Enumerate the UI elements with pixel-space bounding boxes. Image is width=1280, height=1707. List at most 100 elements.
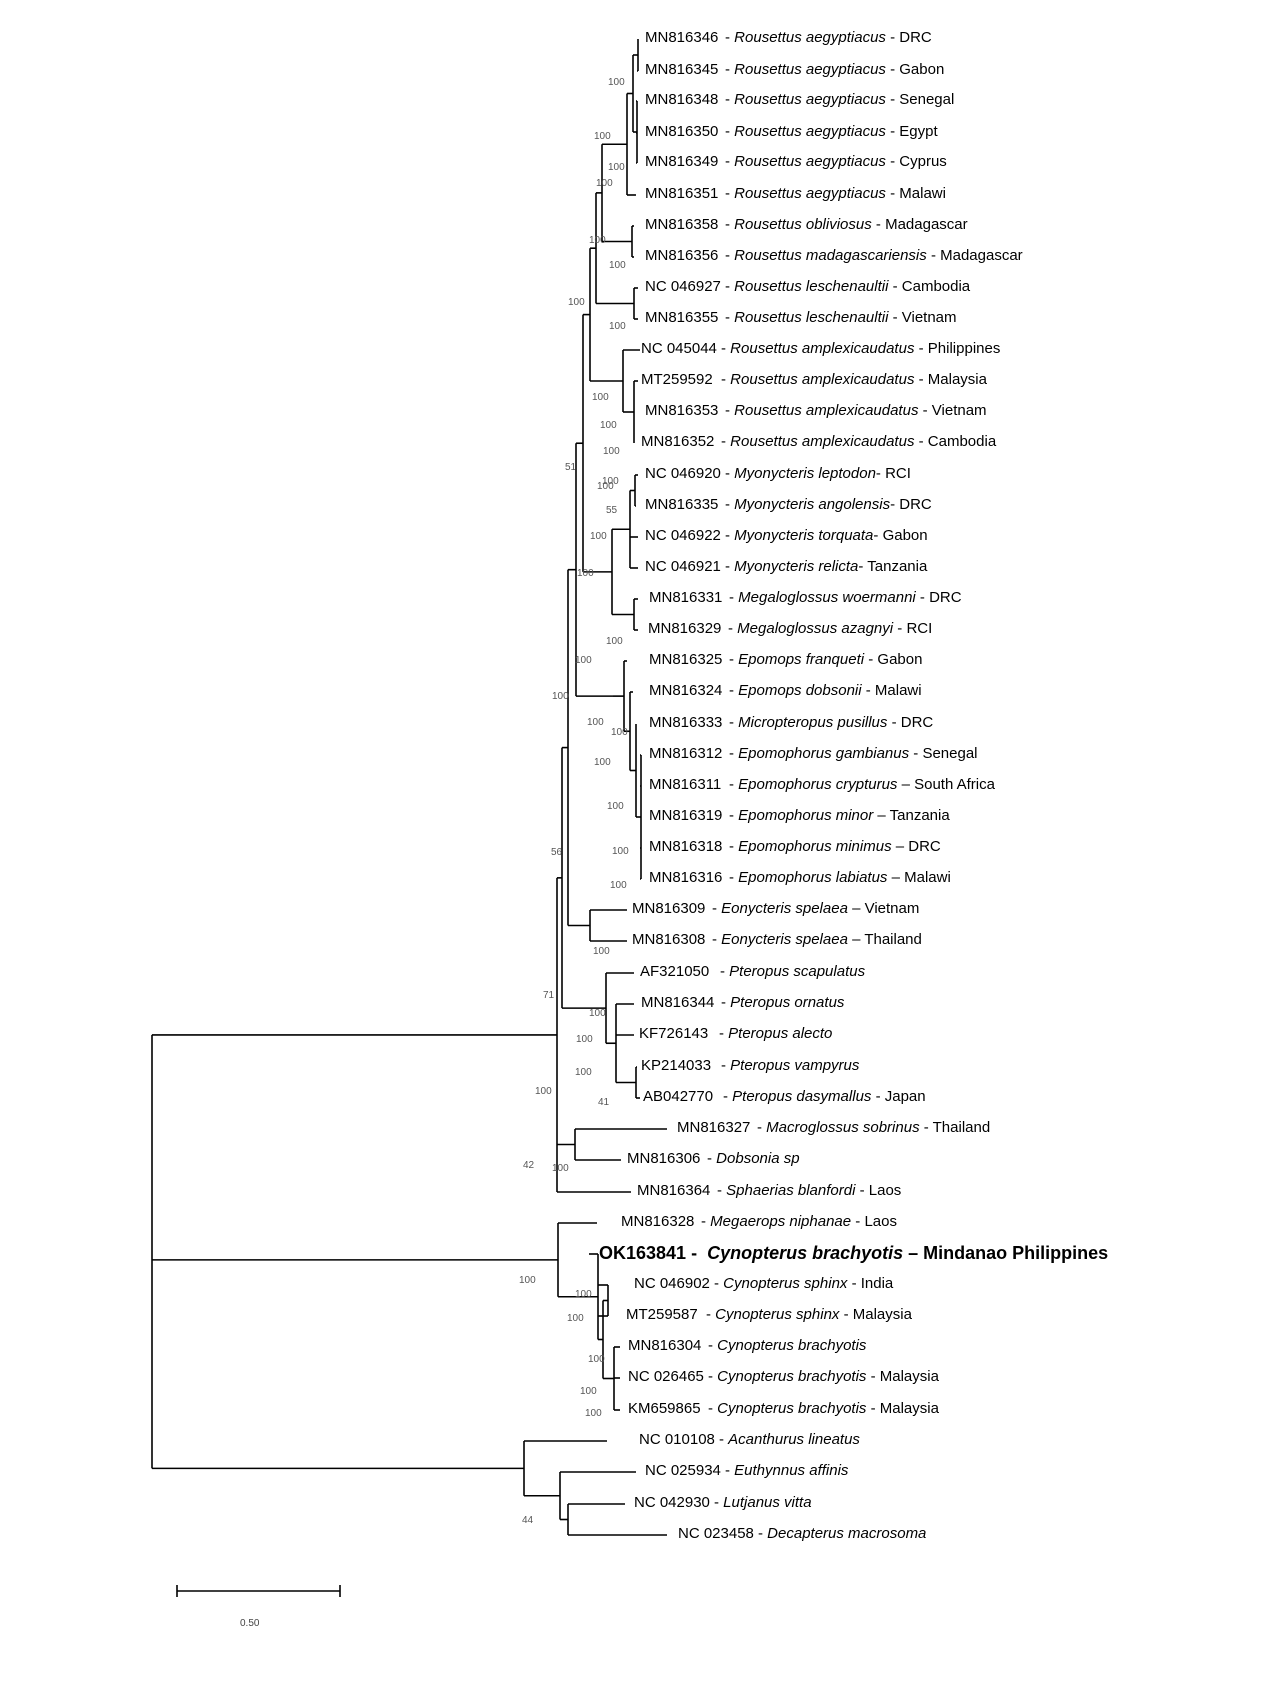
species-name: Cynopterus sphinx — [715, 1306, 840, 1323]
accession-number: MN816355 — [645, 309, 719, 326]
locality: – Vietnam — [847, 900, 920, 917]
taxon-label: MN816324- Epomops dobsonii - Malawi — [649, 682, 922, 700]
locality: - Malaysia — [866, 1400, 939, 1417]
species-name: Decapterus macrosoma — [767, 1525, 927, 1542]
taxon-label: NC 042930- Lutjanus vitta — [634, 1494, 812, 1512]
scale-bar-label: 0.50 — [240, 1618, 260, 1629]
bootstrap-value: 55 — [606, 505, 618, 516]
separator: - — [707, 1150, 717, 1167]
taxon-label: MN816358- Rousettus obliviosus - Madagas… — [645, 216, 968, 234]
taxon-label: MN816319- Epomophorus minor – Tanzania — [649, 807, 950, 825]
separator: - — [757, 1119, 767, 1136]
separator: - — [729, 682, 739, 699]
species-name: Rousettus aegyptiacus — [734, 29, 886, 46]
separator: - — [729, 745, 739, 762]
separator: - — [725, 1462, 735, 1479]
bootstrap-value: 100 — [607, 801, 624, 812]
separator: - — [725, 465, 735, 482]
locality: - Gabon — [885, 61, 945, 78]
separator: - — [725, 29, 735, 46]
separator: - — [721, 1057, 731, 1074]
species-name: Micropteropus pusillus — [738, 714, 888, 731]
species-name: Acanthurus lineatus — [728, 1431, 860, 1448]
separator: - — [729, 807, 739, 824]
locality: - Malaysia — [866, 1368, 939, 1385]
accession-number: KM659865 — [628, 1400, 701, 1417]
taxon-label: MN816352- Rousettus amplexicaudatus - Ca… — [641, 433, 996, 451]
accession-number: MN816356 — [645, 247, 719, 264]
bootstrap-value: 100 — [606, 636, 623, 647]
bootstrap-value: 100 — [519, 1275, 536, 1286]
highlighted-taxon-label: OK163841 - Cynopterus brachyotis – Minda… — [599, 1242, 1108, 1264]
locality: - Malawi — [861, 682, 922, 699]
taxon-label: NC 046920- Myonycteris leptodon- RCI — [645, 465, 911, 483]
bootstrap-value: 100 — [609, 321, 626, 332]
species-name: Pteropus scapulatus — [729, 963, 866, 980]
accession-number: MN816352 — [641, 433, 715, 450]
accession-number: MN816333 — [649, 714, 723, 731]
bootstrap-value: 100 — [552, 691, 569, 702]
species-name: Euthynnus affinis — [734, 1462, 849, 1479]
accession-number: NC 046927 — [645, 278, 721, 295]
species-name: Rousettus amplexicaudatus — [730, 433, 915, 450]
species-name: Pteropus alecto — [728, 1025, 833, 1042]
taxon-label: MN816333- Micropteropus pusillus - DRC — [649, 714, 933, 732]
accession-number: OK163841 - — [599, 1243, 698, 1263]
accession-number: MT259592 — [641, 371, 713, 388]
bootstrap-value: 100 — [596, 178, 613, 189]
locality: - Gabon — [873, 527, 928, 544]
species-name: Rousettus aegyptiacus — [734, 91, 886, 108]
accession-number: MN816311 — [649, 776, 722, 793]
taxon-label: MN816328- Megaerops niphanae - Laos — [621, 1213, 897, 1231]
separator: - — [725, 558, 735, 575]
separator: - — [729, 714, 739, 731]
separator: - — [706, 1306, 716, 1323]
accession-number: NC 010108 — [639, 1431, 715, 1448]
species-name: Cynopterus sphinx — [723, 1275, 848, 1292]
bootstrap-value: 100 — [600, 420, 617, 431]
accession-number: NC 025934 — [645, 1462, 721, 1479]
locality: - Tanzania — [858, 558, 928, 575]
accession-number: MN816319 — [649, 807, 723, 824]
separator: - — [708, 1400, 718, 1417]
species-name: Rousettus aegyptiacus — [734, 123, 886, 140]
separator: - — [725, 496, 735, 513]
bootstrap-value: 100 — [575, 655, 592, 666]
accession-number: MN816329 — [648, 620, 722, 637]
taxon-label: MN816364- Sphaerias blanfordi - Laos — [637, 1182, 901, 1200]
locality: - Cambodia — [914, 433, 997, 450]
species-name: Epomops franqueti — [738, 651, 865, 668]
locality: - Malaysia — [914, 371, 987, 388]
taxon-label: NC 010108- Acanthurus lineatus — [639, 1431, 860, 1449]
accession-number: MN816316 — [649, 869, 723, 886]
taxon-label: MN816327- Macroglossus sobrinus - Thaila… — [677, 1119, 990, 1137]
taxon-label: NC 026465- Cynopterus brachyotis - Malay… — [628, 1368, 939, 1386]
species-name: Rousettus amplexicaudatus — [730, 371, 915, 388]
locality: – Malawi — [887, 869, 951, 886]
bootstrap-value: 100 — [575, 1067, 592, 1078]
species-name: Megaloglossus woermanni — [738, 589, 916, 606]
taxon-label: KM659865- Cynopterus brachyotis - Malays… — [628, 1400, 939, 1418]
bootstrap-value: 100 — [580, 1386, 597, 1397]
accession-number: MN816325 — [649, 651, 723, 668]
bootstrap-value: 100 — [585, 1408, 602, 1419]
species-name: Epomophorus minor — [738, 807, 874, 824]
accession-number: MN816358 — [645, 216, 719, 233]
bootstrap-value: 100 — [610, 880, 627, 891]
bootstrap-value: 100 — [593, 946, 610, 957]
accession-number: NC 046921 — [645, 558, 721, 575]
bootstrap-value: 100 — [594, 757, 611, 768]
species-name: Rousettus amplexicaudatus — [730, 340, 915, 357]
accession-number: MN816345 — [645, 61, 719, 78]
taxon-label: MT259592- Rousettus amplexicaudatus - Ma… — [641, 371, 987, 389]
species-name: Pteropus ornatus — [730, 994, 845, 1011]
taxon-label: NC 046921- Myonycteris relicta- Tanzania — [645, 558, 927, 576]
taxon-label: MN816331- Megaloglossus woermanni - DRC — [649, 589, 962, 607]
accession-number: MN816318 — [649, 838, 723, 855]
locality: – Mindanao Philippines — [903, 1243, 1109, 1263]
taxon-label: MN816306- Dobsonia sp — [627, 1150, 800, 1168]
separator: - — [725, 185, 735, 202]
bootstrap-value: 100 — [576, 1034, 593, 1045]
locality: - India — [847, 1275, 894, 1292]
